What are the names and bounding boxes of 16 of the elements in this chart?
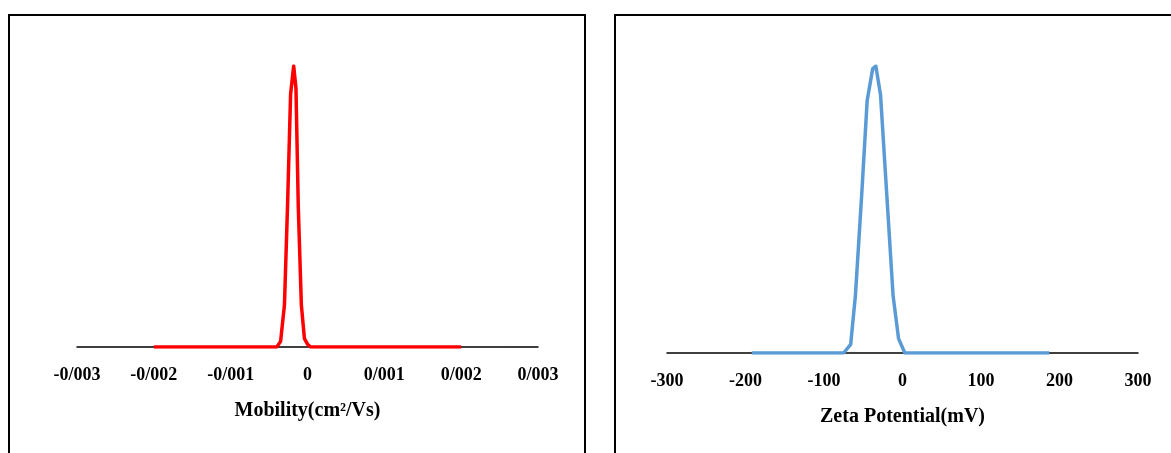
x-tick-label: 300 <box>1124 370 1152 390</box>
x-axis-title: Mobility(cm²/Vs) <box>234 398 381 421</box>
x-tick-label: -200 <box>729 370 762 390</box>
x-tick-label: 0/003 <box>517 364 559 384</box>
x-tick-label: 0 <box>303 364 312 384</box>
x-axis-title: Zeta Potential(mV) <box>820 404 985 427</box>
x-tick-label: 0/002 <box>440 364 482 384</box>
x-tick-label: -100 <box>807 370 841 390</box>
x-tick-label: -300 <box>650 370 684 390</box>
x-tick-label: -0/001 <box>207 364 255 384</box>
x-tick-label: 0/001 <box>363 364 405 384</box>
x-tick-label: 100 <box>967 370 995 390</box>
x-tick-label: 0 <box>898 370 907 390</box>
x-tick-label: -0/003 <box>53 364 101 384</box>
x-tick-label: -0/002 <box>130 364 178 384</box>
x-tick-label: 200 <box>1046 370 1073 390</box>
